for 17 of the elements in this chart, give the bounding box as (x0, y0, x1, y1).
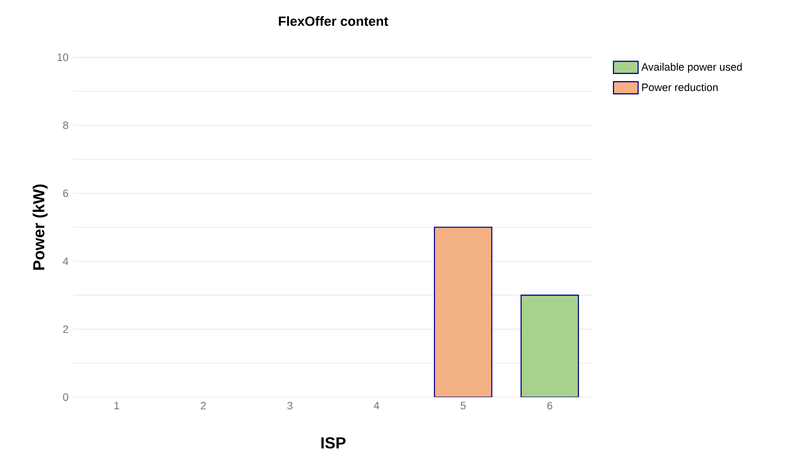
legend-label: Available power used (641, 62, 742, 73)
x-tick-label: 2 (200, 402, 206, 410)
x-tick-label: 5 (460, 402, 466, 410)
legend-label: Power reduction (642, 83, 718, 91)
x-tick-label: 4 (374, 402, 380, 409)
y-tick-label: 2 (63, 325, 68, 333)
y-tick-label: 4 (62, 257, 68, 265)
y-tick-label: 0 (63, 393, 68, 401)
x-axis-title: ISP (321, 437, 346, 448)
y-tick-label: 10 (58, 53, 68, 61)
x-tick-label: 6 (547, 402, 552, 410)
y-tick-label: 6 (63, 189, 68, 197)
y-tick-label: 8 (63, 121, 68, 129)
x-tick-label: 3 (287, 402, 292, 410)
y-axis-title: Power (kW) (32, 184, 48, 270)
chart-title: FlexOffer content (278, 16, 388, 26)
x-tick-label: 1 (114, 402, 120, 409)
